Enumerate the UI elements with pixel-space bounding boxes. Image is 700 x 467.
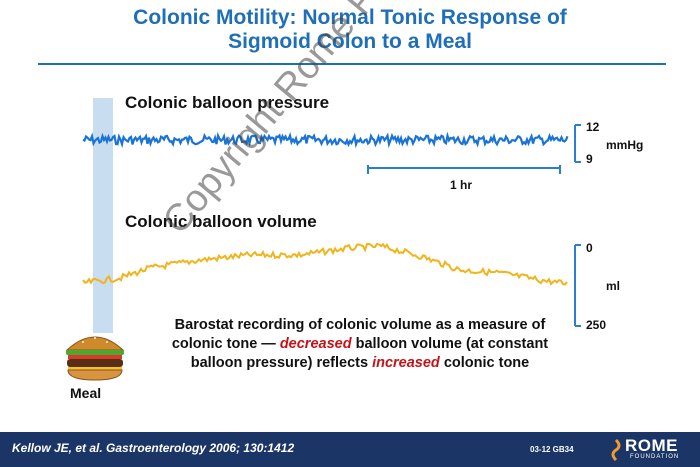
volume-scale-bottom: 250 <box>586 318 607 332</box>
volume-unit: ml <box>606 279 621 293</box>
title-line-1: Colonic Motility: Normal Tonic Response … <box>133 6 567 29</box>
footer-bar: Kellow JE, et al. Gastroenterology 2006;… <box>0 432 700 467</box>
citation-text: Kellow JE, et al. Gastroenterology 2006;… <box>12 441 295 455</box>
pressure-trace <box>82 131 569 149</box>
pressure-unit: mmHg <box>606 138 644 152</box>
time-scale-bar <box>367 165 561 174</box>
title-underline <box>38 63 666 65</box>
pressure-scale-bracket <box>574 124 581 163</box>
meal-label: Meal <box>70 385 102 401</box>
volume-trace <box>82 242 568 286</box>
caption-text: Barostat recording of colonic volume as … <box>150 316 570 373</box>
caption-emphasis-increased: increased <box>372 355 440 371</box>
title-line-2: Sigmoid Colon to a Meal <box>228 30 472 53</box>
caption-part-3: colonic tone <box>439 355 530 371</box>
caption-part-2: balloon volume (at constant balloon pres… <box>190 336 549 371</box>
pressure-scale-bottom: 9 <box>586 152 593 166</box>
pressure-label: Colonic balloon pressure <box>125 93 330 112</box>
pressure-scale-top: 12 <box>586 120 600 134</box>
meal-time-band <box>93 98 113 333</box>
volume-scale-top: 0 <box>586 241 593 255</box>
volume-scale-bracket <box>574 244 581 327</box>
slide-code: 03-12 GB34 <box>530 445 574 454</box>
logo-subtext: FOUNDATION <box>630 454 680 460</box>
burger-icon <box>65 336 125 381</box>
caption-emphasis-decreased: decreased <box>279 336 352 352</box>
volume-label: Colonic balloon volume <box>125 212 317 231</box>
logo-text: ROME <box>625 436 678 455</box>
caption-part-1: Barostat recording of colonic volume as … <box>171 317 546 352</box>
slide-title: Colonic Motility: Normal Tonic Response … <box>0 6 700 54</box>
rome-logo-icon <box>611 438 621 462</box>
time-scale-label: 1 hr <box>450 178 473 192</box>
